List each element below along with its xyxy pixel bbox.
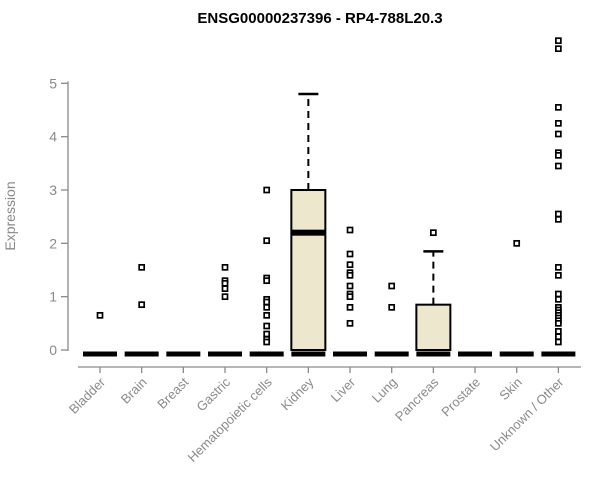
zero-median-bar xyxy=(416,351,451,357)
outlier-point xyxy=(346,282,354,290)
outlier-point xyxy=(96,311,104,319)
outlier-point xyxy=(555,215,562,223)
y-tick-label: 5 xyxy=(49,75,57,91)
outlier-point xyxy=(263,322,271,330)
outlier-point xyxy=(263,303,271,311)
iqr-box xyxy=(415,303,452,351)
outlier-point xyxy=(346,271,354,279)
outlier-point xyxy=(138,263,146,271)
outlier-point xyxy=(138,301,146,309)
outlier-point xyxy=(263,338,271,346)
outlier-point xyxy=(221,279,229,287)
outlier-point xyxy=(346,250,354,258)
y-tick-label: 3 xyxy=(49,182,57,198)
outlier-point xyxy=(555,103,562,111)
y-axis-title: Expression xyxy=(2,181,18,250)
zero-median-bar xyxy=(499,351,534,357)
outlier-point xyxy=(555,319,562,327)
x-tick-label: Skin xyxy=(496,375,524,403)
outlier-point xyxy=(430,229,437,237)
outlier-point xyxy=(555,45,562,53)
outlier-point xyxy=(346,261,354,269)
y-tick-label: 1 xyxy=(49,289,57,305)
y-tick-label: 0 xyxy=(49,342,57,358)
outlier-point xyxy=(221,293,229,301)
x-tick-label: Brain xyxy=(118,375,150,407)
outlier-point xyxy=(346,303,354,311)
outlier-point xyxy=(555,290,562,298)
x-tick-label: Gastric xyxy=(193,374,233,414)
outlier-point xyxy=(555,271,562,279)
outlier-point xyxy=(555,295,562,303)
outlier-point xyxy=(513,239,521,247)
zero-median-bar xyxy=(541,351,576,357)
zero-median-bar xyxy=(374,351,409,357)
median-line xyxy=(291,229,326,236)
outlier-point xyxy=(346,226,354,234)
zero-median-bar xyxy=(291,351,326,357)
outlier-point xyxy=(346,319,354,327)
zero-median-bar xyxy=(333,351,368,357)
outlier-point xyxy=(388,282,396,290)
outlier-point xyxy=(263,186,271,194)
outlier-point xyxy=(555,263,562,271)
x-tick-label: Pancreas xyxy=(392,374,442,424)
outlier-point xyxy=(263,277,271,285)
outlier-point xyxy=(263,237,271,245)
zero-median-bar xyxy=(83,351,117,357)
x-tick-label: Breast xyxy=(154,374,191,411)
outlier-point xyxy=(346,293,354,301)
outlier-point xyxy=(555,162,562,170)
zero-median-bar xyxy=(124,351,159,357)
zero-median-bar xyxy=(249,351,284,357)
zero-median-bar xyxy=(166,351,201,357)
outlier-point xyxy=(555,37,562,45)
outlier-point xyxy=(555,119,562,127)
y-tick-label: 4 xyxy=(49,129,57,145)
x-tick-label: Lung xyxy=(369,375,400,406)
outlier-point xyxy=(221,263,229,271)
outlier-point xyxy=(263,330,271,338)
outlier-point xyxy=(555,327,562,335)
outlier-point xyxy=(555,333,562,341)
outlier-point xyxy=(555,210,562,218)
zero-median-bar xyxy=(208,351,243,357)
iqr-box xyxy=(290,189,327,351)
x-tick-label: Unknown / Other xyxy=(487,374,567,454)
outlier-point xyxy=(555,151,562,159)
x-tick-label: Liver xyxy=(328,374,359,405)
outlier-point xyxy=(555,130,562,138)
outlier-point xyxy=(263,311,271,319)
chart-title: ENSG00000237396 - RP4-788L20.3 xyxy=(197,10,442,27)
x-tick-label: Bladder xyxy=(66,374,109,417)
outlier-point xyxy=(221,285,229,293)
outlier-point xyxy=(555,338,562,346)
x-tick-label: Kidney xyxy=(278,374,317,413)
zero-median-bar xyxy=(458,351,493,357)
y-tick-label: 2 xyxy=(49,235,57,251)
outlier-point xyxy=(263,298,271,306)
outlier-point xyxy=(388,303,396,311)
x-tick-label: Prostate xyxy=(438,375,483,420)
